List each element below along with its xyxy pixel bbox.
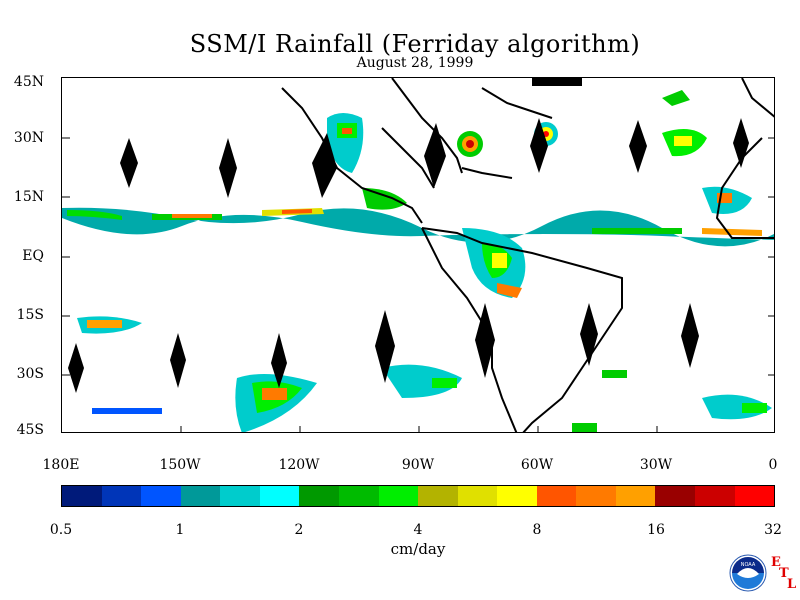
lat-label-30n: 30N (13, 130, 44, 146)
lon-label-90w: 90W (401, 457, 435, 473)
colorbar-swatch (141, 486, 181, 506)
etl-letter-l: L (787, 577, 797, 592)
lon-label-60w: 60W (520, 457, 554, 473)
colorbar-swatch (378, 486, 419, 506)
colorbar-label: 8 (532, 522, 542, 538)
colorbar-swatch (576, 486, 616, 506)
noaa-logo-text: NOAA (741, 562, 756, 568)
colorbar-label: 0.5 (49, 522, 73, 538)
lon-label-120w: 120W (278, 457, 320, 473)
colorbar-swatch (101, 486, 142, 506)
lon-label-0: 0 (768, 457, 778, 473)
data-gap-diamonds (68, 118, 749, 393)
colorbar-label: 16 (647, 522, 665, 538)
amazon-rain (462, 228, 526, 298)
rainfall-map-canvas (62, 78, 774, 432)
map-title: SSM/I Rainfall (Ferriday algorithm) (189, 30, 641, 58)
colorbar-swatch (338, 486, 379, 506)
atlantic-storms (457, 78, 752, 214)
itcz-rain-band (62, 207, 774, 247)
colorbar-swatch (457, 486, 498, 506)
colorbar (61, 485, 775, 507)
lat-label-45n: 45N (13, 74, 44, 90)
colorbar-swatch (299, 486, 339, 506)
colorbar-units: cm/day (390, 540, 446, 558)
colorbar-label: 32 (764, 522, 782, 538)
colorbar-swatch (418, 486, 458, 506)
lat-label-15n: 15N (13, 189, 44, 205)
colorbar-swatch (62, 486, 102, 506)
noaa-logo-icon: NOAA (729, 554, 767, 592)
lat-label-45s: 45S (16, 422, 44, 438)
lat-label-15s: 15S (16, 307, 44, 323)
etl-letter-e: E (771, 555, 781, 570)
colorbar-swatch (220, 486, 260, 506)
colorbar-label: 2 (294, 522, 304, 538)
lon-label-180e: 180E (42, 457, 80, 473)
colorbar-swatch (259, 486, 300, 506)
colorbar-swatch (734, 486, 775, 506)
central-america-rain (327, 113, 407, 210)
etl-letter-t: T (779, 566, 789, 581)
colorbar-label: 1 (175, 522, 185, 538)
colorbar-swatch (615, 486, 656, 506)
south-pacific-rain (77, 316, 772, 432)
colorbar-swatch (655, 486, 695, 506)
lat-label-eq: EQ (22, 248, 44, 264)
colorbar-swatch (497, 486, 537, 506)
colorbar-swatch (695, 486, 735, 506)
map-date: August 28, 1999 (356, 55, 474, 71)
coastlines (281, 78, 774, 432)
colorbar-swatch (536, 486, 577, 506)
lon-label-30w: 30W (639, 457, 673, 473)
colorbar-swatch (180, 486, 221, 506)
rainfall-map (61, 77, 775, 433)
colorbar-label: 4 (413, 522, 423, 538)
lat-label-30s: 30S (16, 366, 44, 382)
lon-label-150w: 150W (159, 457, 201, 473)
